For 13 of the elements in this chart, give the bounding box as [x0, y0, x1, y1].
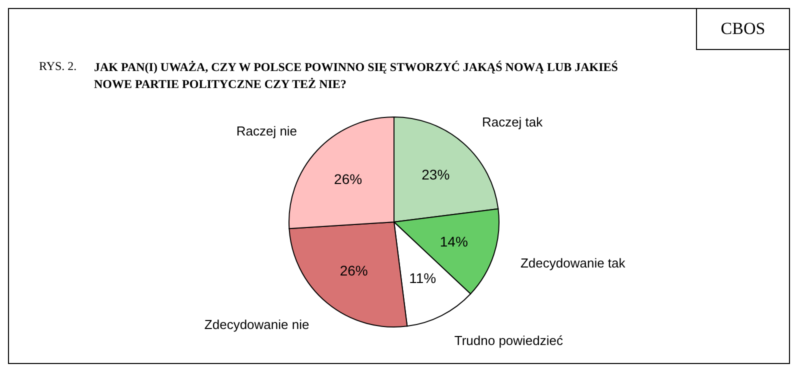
- text: RYS. 2.: [39, 59, 77, 74]
- slice-label: Zdecydowanie nie: [204, 316, 310, 332]
- chart-title: JAK PAN(I) UWAŻA, CZY W POLSCE POWINNO SIĘ STWORZYĆ JAKĄŚ NOWĄ LUB JAKIEŚ NOWE PARTIE POLITYCZNE CZY TEŻ NIE?: [94, 59, 619, 93]
- data-label: 26%: [340, 262, 368, 279]
- slice-label: Raczej nie: [236, 123, 298, 138]
- text: CBOS: [696, 9, 789, 50]
- slice-label: Raczej tak: [482, 114, 544, 130]
- data-label: 11%: [409, 270, 436, 286]
- data-label: 14%: [440, 233, 468, 250]
- data-label: 23%: [422, 166, 450, 183]
- slice-label: Zdecydowanie tak: [520, 256, 626, 271]
- slice-label: Trudno powiedzieć: [454, 333, 564, 348]
- data-label: 26%: [334, 170, 362, 187]
